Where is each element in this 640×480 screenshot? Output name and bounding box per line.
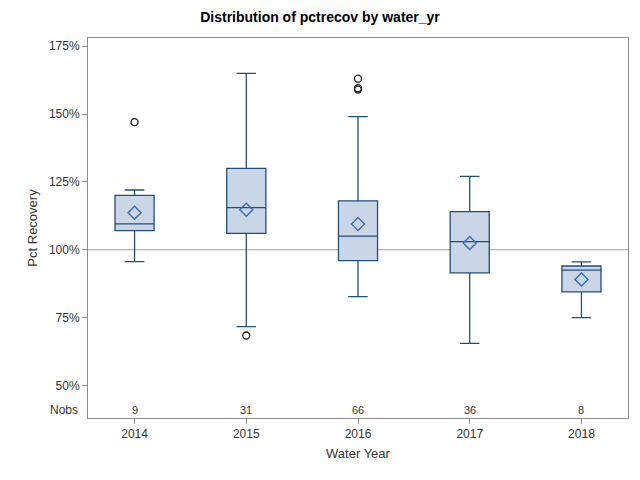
svg-text:9: 9: [132, 404, 138, 416]
svg-text:8: 8: [578, 404, 584, 416]
svg-text:2018: 2018: [568, 427, 595, 441]
svg-text:Pct Recovery: Pct Recovery: [25, 189, 40, 267]
svg-text:Nobs: Nobs: [50, 403, 78, 417]
svg-text:150%: 150%: [49, 107, 80, 121]
svg-text:66: 66: [352, 404, 364, 416]
svg-text:Water Year: Water Year: [326, 446, 391, 461]
svg-text:2017: 2017: [456, 427, 483, 441]
svg-text:2015: 2015: [233, 427, 260, 441]
svg-text:175%: 175%: [49, 39, 80, 53]
svg-text:100%: 100%: [49, 243, 80, 257]
svg-text:75%: 75%: [56, 311, 80, 325]
svg-text:Distribution of pctrecov by wa: Distribution of pctrecov by water_yr: [200, 9, 440, 25]
svg-text:31: 31: [240, 404, 252, 416]
svg-text:2016: 2016: [345, 427, 372, 441]
svg-text:125%: 125%: [49, 175, 80, 189]
svg-text:2014: 2014: [121, 427, 148, 441]
svg-text:50%: 50%: [56, 379, 80, 393]
svg-text:36: 36: [464, 404, 476, 416]
